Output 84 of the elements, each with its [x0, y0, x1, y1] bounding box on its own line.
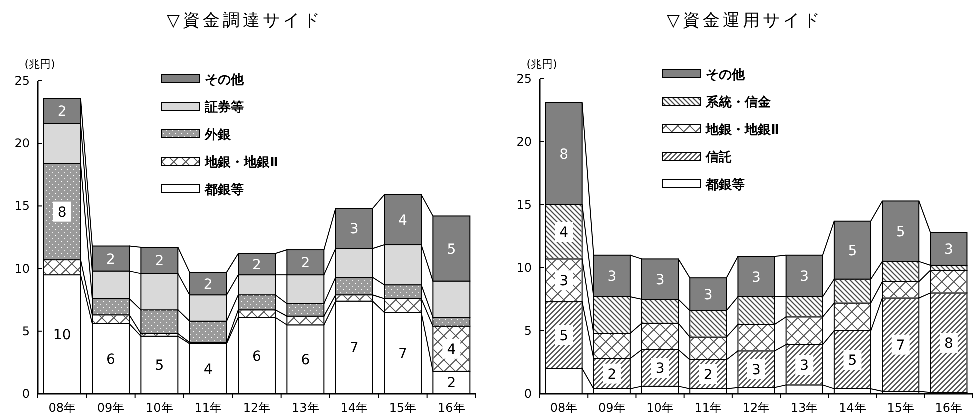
y-tick-label: 15 — [14, 199, 30, 214]
data-label: 2 — [301, 256, 310, 272]
data-label: 5 — [896, 224, 906, 240]
chart-title: ▽資金運用サイド — [666, 11, 824, 31]
y-tick-label: 0 — [22, 387, 30, 401]
data-label: 3 — [656, 361, 665, 378]
data-label: 3 — [704, 287, 713, 304]
x-tick-label: 08年 — [48, 401, 76, 415]
x-tick-label: 14年 — [340, 401, 368, 415]
x-tick-label: 09年 — [97, 401, 125, 415]
data-label: 3 — [944, 242, 954, 258]
legend-label: その他 — [205, 73, 245, 88]
data-label: 2 — [447, 376, 456, 392]
data-label: 3 — [800, 269, 810, 286]
x-tick-label: 13年 — [292, 401, 320, 415]
legend-label: 外銀 — [204, 128, 232, 143]
data-label: 7 — [896, 338, 906, 354]
data-label: 4 — [398, 212, 408, 229]
data-label: 3 — [752, 362, 761, 378]
legend-label: 地銀・地銀Ⅱ — [705, 123, 780, 138]
legend-label: 系統・信金 — [705, 94, 772, 110]
y-tick-label: 20 — [516, 135, 532, 149]
data-label: 3 — [560, 274, 569, 290]
data-label: 2 — [204, 276, 213, 293]
data-label: 2 — [252, 257, 262, 274]
x-tick-label: 16年 — [438, 401, 466, 415]
data-label: 6 — [252, 348, 262, 365]
x-tick-label: 15年 — [887, 401, 914, 415]
data-label: 2 — [155, 254, 164, 270]
x-tick-label: 11年 — [694, 401, 722, 415]
legend-label: 都銀等 — [705, 178, 745, 193]
y-tick-label: 5 — [524, 324, 532, 338]
data-label: 5 — [560, 328, 569, 344]
data-label: 5 — [447, 242, 456, 258]
y-axis-title: (兆円) — [24, 58, 56, 71]
data-label: 5 — [848, 243, 858, 260]
x-tick-label: 12年 — [243, 401, 271, 415]
x-tick-label: 10年 — [646, 401, 674, 415]
x-tick-label: 12年 — [742, 401, 770, 415]
x-tick-label: 14年 — [839, 401, 866, 415]
data-label: 7 — [398, 346, 408, 362]
y-tick-label: 25 — [516, 72, 532, 86]
legend-label: 証券等 — [204, 100, 244, 116]
data-label: 7 — [350, 340, 359, 357]
data-label: 2 — [58, 104, 67, 120]
y-tick-label: 20 — [14, 136, 30, 151]
data-label: 3 — [752, 270, 761, 286]
data-label: 8 — [944, 336, 954, 352]
data-label: 5 — [155, 358, 164, 374]
y-tick-label: 25 — [14, 74, 30, 88]
x-tick-label: 11年 — [194, 401, 222, 415]
data-label: 2 — [704, 367, 713, 384]
y-tick-label: 10 — [516, 261, 532, 275]
x-tick-label: 13年 — [790, 401, 818, 415]
x-tick-label: 10年 — [146, 401, 174, 415]
data-label: 6 — [106, 352, 116, 368]
data-label: 5 — [848, 352, 858, 369]
legend-label: その他 — [706, 68, 746, 83]
data-label: 4 — [447, 342, 456, 358]
chart-title: ▽資金調達サイド — [166, 11, 324, 31]
y-axis-title: (兆円) — [526, 58, 558, 71]
y-tick-label: 10 — [14, 262, 30, 276]
data-label: 3 — [656, 272, 665, 288]
data-label: 10 — [53, 328, 72, 344]
data-label: 8 — [58, 204, 67, 221]
legend-label: 地銀・地銀Ⅱ — [204, 156, 279, 170]
data-label: 3 — [608, 269, 617, 286]
data-label: 6 — [301, 352, 310, 369]
y-tick-label: 15 — [516, 198, 532, 212]
x-tick-label: 08年 — [550, 401, 578, 415]
y-tick-label: 5 — [22, 324, 30, 338]
data-label: 4 — [560, 225, 569, 242]
data-label: 2 — [608, 366, 617, 383]
data-label: 4 — [204, 362, 213, 378]
legend-label: 都銀等 — [204, 183, 244, 198]
legend-label: 信託 — [705, 150, 732, 166]
data-label: 3 — [800, 358, 810, 374]
data-label: 8 — [560, 146, 569, 163]
data-label: 2 — [106, 252, 116, 268]
x-tick-label: 15年 — [389, 401, 417, 415]
x-tick-label: 16年 — [935, 401, 963, 415]
y-tick-label: 0 — [524, 387, 532, 401]
x-tick-label: 09年 — [598, 401, 626, 415]
data-label: 3 — [350, 222, 359, 238]
